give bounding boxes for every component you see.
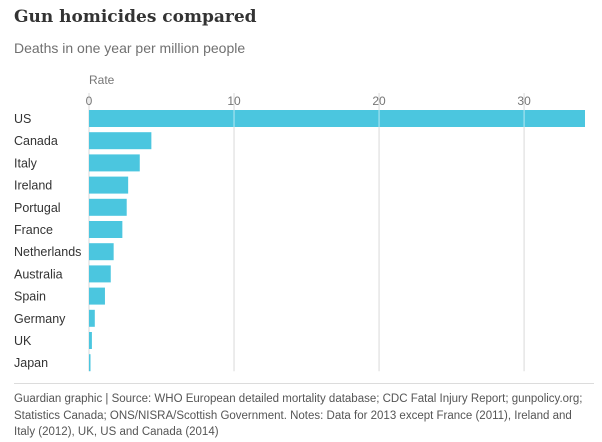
bar (89, 332, 92, 349)
bar (89, 110, 585, 127)
category-label: US (14, 112, 31, 126)
bar (89, 287, 105, 305)
bar (89, 265, 111, 283)
bar (89, 221, 123, 238)
category-label: Japan (14, 356, 48, 370)
category-label: Australia (14, 267, 63, 281)
bar (89, 176, 129, 194)
category-label: Portugal (14, 201, 61, 215)
bar (89, 198, 127, 216)
category-label: Spain (14, 290, 46, 304)
x-tick-label: 0 (86, 94, 93, 108)
bar (89, 309, 95, 327)
category-label: France (14, 223, 53, 237)
bar (89, 132, 152, 150)
category-label: UK (14, 334, 32, 348)
bar-chart: Rate 0 10 20 30 US Canada Italy Ireland Portugal F… (14, 73, 585, 372)
bar (89, 354, 91, 372)
x-tick-label: 30 (517, 94, 531, 108)
bar (89, 243, 114, 261)
category-label: Italy (14, 156, 38, 170)
bar (89, 154, 140, 172)
category-label: Germany (14, 312, 66, 326)
category-label: Ireland (14, 179, 52, 193)
chart-title: Gun homicides compared (14, 7, 257, 27)
x-tick-label: 10 (227, 94, 241, 108)
category-label: Netherlands (14, 245, 81, 259)
source-note: Guardian graphic | Source: WHO European … (14, 393, 583, 438)
chart-subtitle: Deaths in one year per million people (14, 40, 246, 56)
x-tick-label: 20 (372, 94, 386, 108)
x-axis-label: Rate (89, 73, 115, 87)
category-label: Canada (14, 134, 58, 148)
footer: Guardian graphic | Source: WHO European … (14, 383, 594, 441)
